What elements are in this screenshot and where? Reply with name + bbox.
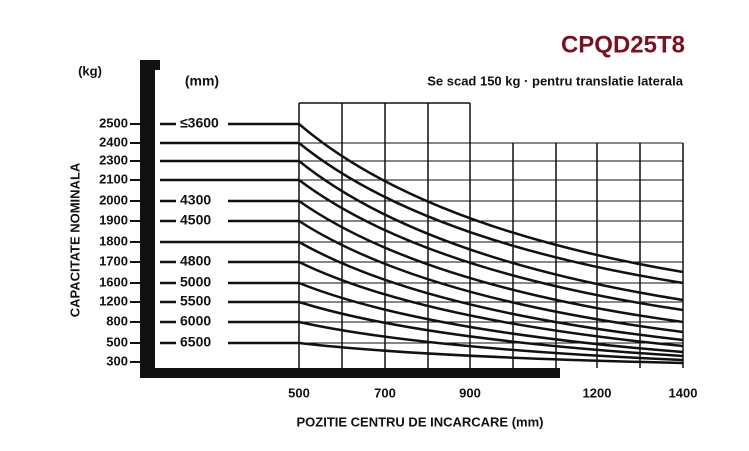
height-label: 4800 (180, 253, 211, 269)
x-label: 700 (374, 385, 396, 400)
height-label: 5000 (180, 274, 211, 290)
capacity-curve (298, 179, 684, 312)
capacity-curve (298, 240, 684, 342)
capacity-curve (298, 341, 684, 365)
height-label: ≤3600 (180, 115, 219, 131)
y-title: CAPACITATE NOMINALA (67, 162, 82, 317)
y-unit: (kg) (78, 63, 102, 78)
height-label: 4300 (180, 192, 211, 208)
y-label: 500 (106, 334, 128, 349)
x-label: 500 (288, 385, 310, 400)
label-bg (176, 314, 228, 330)
x-label: 900 (459, 385, 481, 400)
capacity-curve (298, 219, 684, 334)
capacity-curve (298, 123, 684, 274)
capacity-curve (298, 281, 684, 354)
y-label: 1900 (99, 212, 128, 227)
label-bg (176, 116, 228, 132)
label-bg (176, 254, 228, 270)
y-label: 800 (106, 313, 128, 328)
x-label: 1200 (583, 385, 612, 400)
note: Se scad 150 kg · pentru translatie later… (427, 73, 684, 88)
label-bg (176, 335, 228, 351)
y-label: 2000 (99, 192, 128, 207)
y-label: 1600 (99, 274, 128, 289)
height-label: 6500 (180, 334, 211, 350)
y-label: 1200 (99, 293, 128, 308)
title: CPQD25T8 (561, 31, 685, 58)
label-bg (176, 213, 228, 229)
y-label: 2400 (99, 134, 128, 149)
label-bg (176, 193, 228, 209)
y-label: 2300 (99, 152, 128, 167)
height-unit: (mm) (185, 73, 219, 89)
capacity-curve (298, 300, 684, 358)
y-label: 300 (106, 353, 128, 368)
y-label: 2500 (99, 115, 128, 130)
y-label: 2100 (99, 171, 128, 186)
x-label: 1400 (669, 385, 698, 400)
capacity-curve (298, 260, 684, 348)
height-label: 6000 (180, 313, 211, 329)
height-label: 4500 (180, 212, 211, 228)
y-label: 1800 (99, 233, 128, 248)
label-bg (176, 275, 228, 291)
capacity-curve (298, 199, 684, 324)
x-title: POZITIE CENTRU DE INCARCARE (mm) (296, 414, 543, 429)
capacity-curve (298, 142, 684, 285)
capacity-curve (298, 160, 684, 302)
label-bg (176, 294, 228, 310)
height-label: 5500 (180, 293, 211, 309)
capacity-curve (298, 320, 684, 362)
y-label: 1700 (99, 253, 128, 268)
